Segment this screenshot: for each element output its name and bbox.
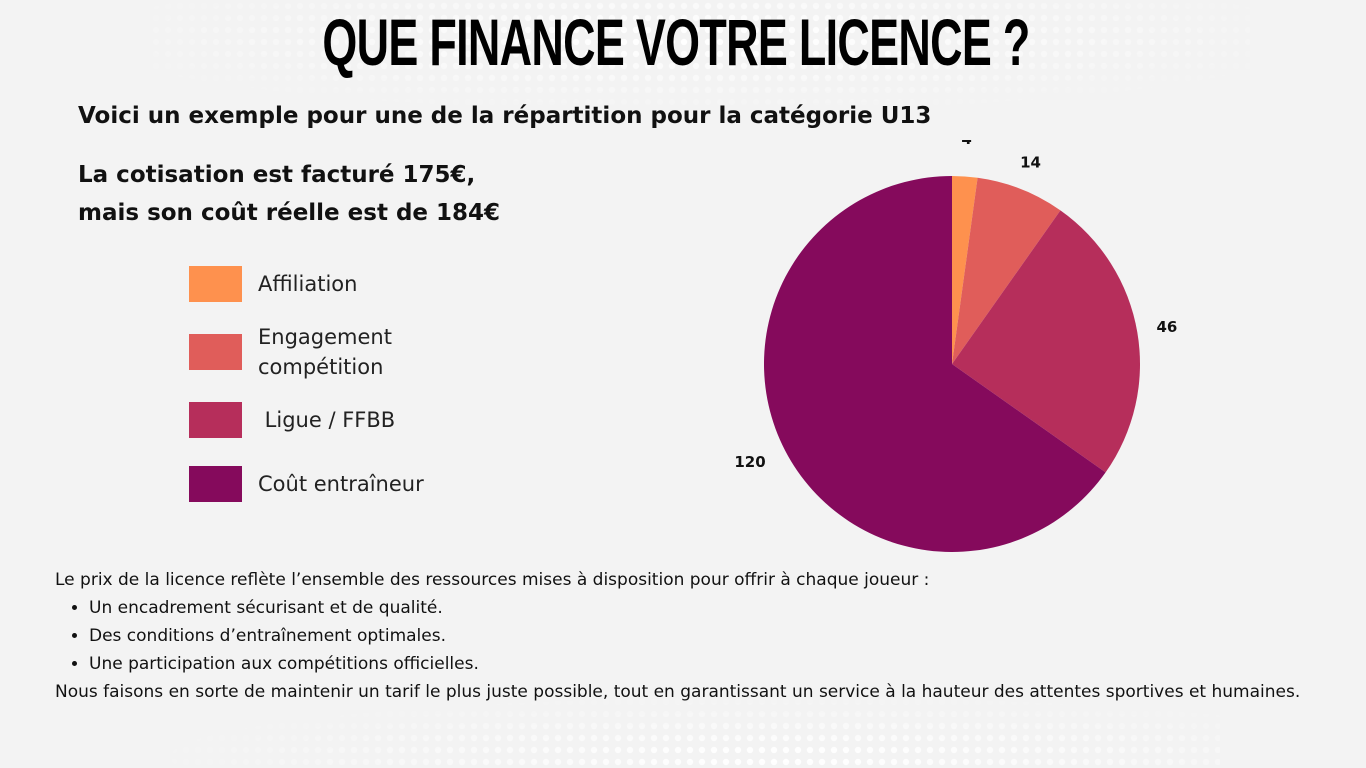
body-intro: Le prix de la licence reflète l’ensemble… bbox=[55, 570, 930, 590]
pie-chart: 4 14 46 120 bbox=[734, 140, 1177, 552]
body-bullet-list: Un encadrement sécurisant et de qualité.… bbox=[55, 594, 1312, 678]
pie-slice-4 bbox=[764, 176, 1106, 552]
legend-label-engagement: Engagement compétition bbox=[258, 325, 392, 379]
body-bullet-1: Un encadrement sécurisant et de qualité. bbox=[89, 594, 1312, 622]
legend-swatch-ligue bbox=[189, 402, 242, 438]
page-title: QUE FINANCE VOTRE LICENCE ? bbox=[322, 5, 1030, 79]
pie-data-label-3: 46 bbox=[1156, 318, 1177, 336]
legend-swatch-affiliation bbox=[189, 266, 242, 302]
legend-label-entraineur: Coût entraîneur bbox=[258, 472, 424, 496]
subtitle: Voici un exemple pour une de la répartit… bbox=[78, 103, 932, 129]
pie-slice-1 bbox=[952, 176, 978, 364]
legend-label-affiliation: Affiliation bbox=[258, 272, 358, 296]
legend-item-entraineur: Coût entraîneur bbox=[189, 466, 424, 502]
body-closing: Nous faisons en sorte de maintenir un ta… bbox=[55, 682, 1301, 702]
pie-data-label-1: 4 bbox=[961, 140, 971, 148]
body-bullet-3: Une participation aux compétitions offic… bbox=[89, 650, 1312, 678]
legend-item-engagement: Engagement compétition bbox=[189, 322, 438, 382]
pie-data-label-2: 14 bbox=[1020, 153, 1041, 171]
legend-swatch-engagement bbox=[189, 334, 242, 370]
legend-label-ligue: Ligue / FFBB bbox=[258, 408, 396, 432]
price-note-line-1: La cotisation est facturé 175€, bbox=[78, 162, 476, 188]
body-text: Le prix de la licence reflète l’ensemble… bbox=[55, 566, 1312, 706]
pie-slice-2 bbox=[952, 177, 1061, 364]
pie-data-label-4: 120 bbox=[734, 453, 765, 471]
legend-swatch-entraineur bbox=[189, 466, 242, 502]
price-note: La cotisation est facturé 175€, mais son… bbox=[78, 156, 500, 232]
legend-item-ligue: Ligue / FFBB bbox=[189, 402, 395, 438]
pie-slice-3 bbox=[952, 210, 1140, 473]
price-note-line-2: mais son coût réelle est de 184€ bbox=[78, 200, 501, 226]
legend-item-affiliation: Affiliation bbox=[189, 266, 357, 302]
body-bullet-2: Des conditions d’entraînement optimales. bbox=[89, 622, 1312, 650]
